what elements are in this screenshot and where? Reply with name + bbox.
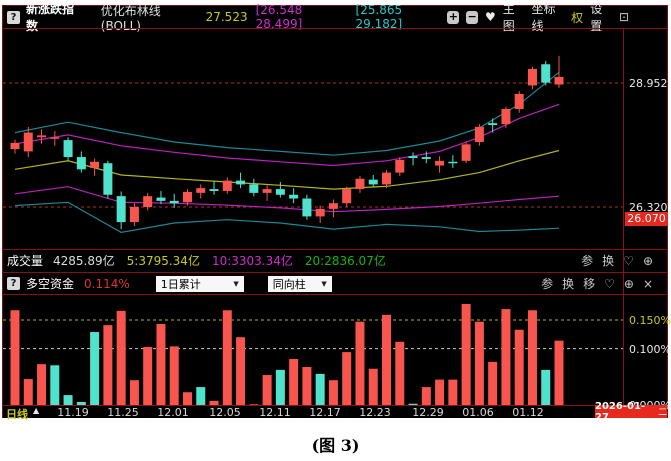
stock-chart-panel: ? 新涨跌指数 优化布林线(BOLL) 27.523 [26.548 28.49… [2,2,671,423]
date-label: 11.19 [57,406,89,419]
last-date-value: 2026-01-27 [595,400,646,423]
params-button[interactable]: 参 [581,254,594,268]
main-toolbar: ? 新涨跌指数 优化布林线(BOLL) 27.523 [26.548 28.49… [3,2,667,33]
favorite-outline-icon[interactable]: ♡ [623,253,634,268]
settings-button[interactable]: 设置 [590,2,603,33]
bar-style-dropdown-value: 同向柱 [272,277,306,291]
divider [3,272,667,273]
date-label: 12.05 [209,406,241,419]
switch-indicator-button[interactable]: 换 [602,254,615,268]
toolbar-actions: + − ♥ 主图 坐标线 权 设置 ⊡ [447,0,667,34]
magnifier-icon[interactable]: ⊕ [623,276,634,291]
volume-value: 4285.89亿 [53,254,115,268]
price-label: 26.320 [629,201,668,214]
boll-mid-value: 27.523 [205,10,248,24]
date-label: 12.01 [157,406,189,419]
date-label: 12.17 [309,406,341,419]
figure-caption: (图 3) [311,436,360,455]
period-label[interactable]: 日线 [6,408,28,421]
percent-label: 0.150% [629,314,671,327]
date-label: 11.25 [107,406,139,419]
period-dropdown-value: 1日累计 [160,277,201,291]
volume-ma20: 20:2836.07亿 [304,254,386,268]
price-axis-border [623,28,624,405]
volume-ma5: 5:3795.34亿 [126,254,200,268]
price-label: 28.952 [629,77,668,90]
triangle-up-icon[interactable]: ▲ [33,406,40,415]
indicator-name[interactable]: 优化布林线(BOLL) [100,3,161,33]
index-title: 新涨跌指数 [26,2,75,33]
panel-expand-icon[interactable]: ⊡ [618,10,630,24]
help-icon[interactable]: ? [7,277,20,290]
percent-label: 0.100% [629,342,671,356]
chevron-down-icon: ▼ [321,279,327,288]
period-dropdown[interactable]: 1日累计 ▼ [155,275,244,292]
divider [3,249,667,250]
fund-flow-label: 多空资金 [26,277,75,291]
zoom-out-icon[interactable]: − [466,9,478,24]
last-date-badge[interactable]: 2026-01-27 二 [595,401,667,423]
help-icon[interactable]: ? [7,10,20,24]
fund-flow-value: 0.114% [84,276,130,291]
volume-header: 成交量 4285.89亿 5:3795.34亿 10:3303.34亿 20:2… [3,250,667,271]
boll-inner-band-values: [26.548 28.499] [255,3,303,31]
last-price-badge: 26.070 [625,211,668,226]
resize-handle-icon[interactable]: 二 [657,408,667,418]
date-label: 01.12 [512,406,544,419]
pane-divider[interactable] [3,294,667,295]
date-label: 12.23 [359,406,391,419]
switch-indicator-button[interactable]: 换 [562,277,575,291]
params-button[interactable]: 参 [541,277,554,291]
favorite-icon[interactable]: ♥ [485,10,496,24]
chevron-down-icon: ▼ [233,279,239,288]
magnifier-icon[interactable]: ⊕ [642,253,653,268]
fund-flow-bar-chart[interactable] [3,295,623,405]
date-label: 12.11 [259,406,291,419]
favorite-outline-icon[interactable]: ♡ [604,276,615,291]
volume-pane-actions: 参 换 ♡ ⊕ [581,252,667,269]
volume-label: 成交量 [7,254,44,268]
main-chart-button[interactable]: 主图 [502,2,515,33]
boll-outer-band-values: [25.865 29.182] [355,3,403,31]
candlestick-chart[interactable] [3,28,623,249]
divider [3,28,667,29]
bar-style-dropdown[interactable]: 同向柱 ▼ [267,275,332,292]
date-label: 12.29 [412,406,444,419]
fund-pane-actions: 参 换 移 ♡ ⊕ × [541,275,667,292]
rights-adjust-button[interactable]: 权 [571,10,584,25]
fund-header: ? 多空资金 0.114% 1日累计 ▼ 同向柱 ▼ 参 换 移 ♡ ⊕ × [3,273,667,294]
move-pane-button[interactable]: 移 [583,277,596,291]
coordinate-line-button[interactable]: 坐标线 [531,2,556,33]
date-label: 01.06 [462,406,494,419]
volume-ma10: 10:3303.34亿 [211,254,293,268]
time-axis[interactable]: 日线 ▲ 11.19 11.25 12.01 12.05 12.11 12.17 12.23… [3,405,667,421]
close-icon[interactable]: × [642,276,653,291]
zoom-in-icon[interactable]: + [447,9,460,24]
